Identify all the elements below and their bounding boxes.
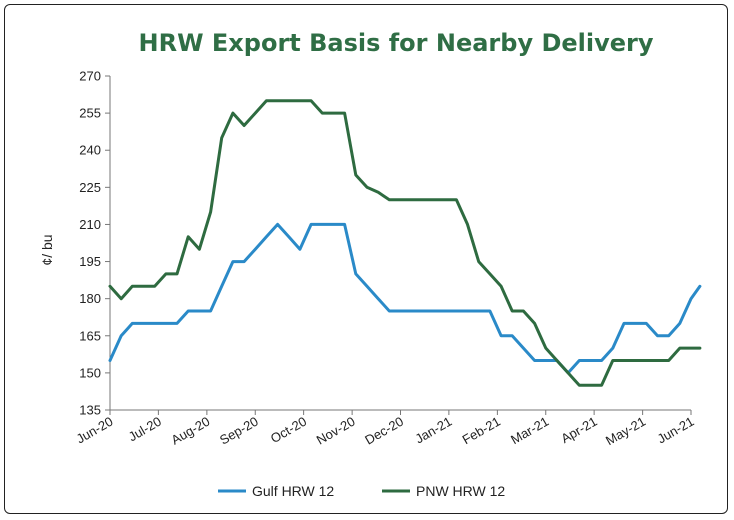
x-tick-label: Dec-20 (362, 414, 406, 448)
x-tick-label: Nov-20 (314, 414, 358, 448)
y-tick-label: 240 (79, 143, 101, 158)
x-tick-label: Jun-21 (655, 414, 697, 447)
legend: Gulf HRW 12 PNW HRW 12 (218, 483, 505, 499)
y-tick-label: 195 (79, 254, 101, 269)
x-tick-label: Mar-21 (508, 414, 551, 448)
y-tick-label: 210 (79, 217, 101, 232)
x-tick-label: Oct-20 (268, 414, 309, 446)
x-tick-label: Apr-21 (558, 414, 599, 447)
x-tick-label: Feb-21 (460, 414, 503, 448)
y-tick-label: 150 (79, 365, 101, 380)
x-tick-label: May-21 (603, 414, 648, 449)
x-tick-label: Jan-21 (412, 414, 454, 447)
series-line-1 (108, 222, 702, 375)
x-tick-label: Sep-20 (217, 414, 261, 448)
y-tick-label: 135 (79, 403, 101, 418)
y-tick-label: 225 (79, 180, 101, 195)
legend-label-2: PNW HRW 12 (416, 483, 505, 499)
chart-frame (4, 4, 728, 514)
legend-label-1: Gulf HRW 12 (252, 483, 334, 499)
x-tick-label: Jul-20 (126, 414, 164, 445)
y-tick-label: 165 (79, 328, 101, 343)
x-tick-label: Aug-20 (169, 414, 213, 448)
y-tick-label: 255 (79, 106, 101, 121)
y-tick-label: 270 (79, 69, 101, 84)
series-line-2 (108, 99, 702, 387)
y-tick-label: 180 (79, 291, 101, 306)
chart-title: HRW Export Basis for Nearby Delivery (139, 29, 654, 57)
y-axis-label: ¢/ bu (39, 234, 55, 265)
x-tick-label: Jun-20 (74, 414, 116, 447)
plot-area: 135 150 165 180 195 210 225 240 255 270 Jun-20 Jul-… (74, 69, 702, 449)
